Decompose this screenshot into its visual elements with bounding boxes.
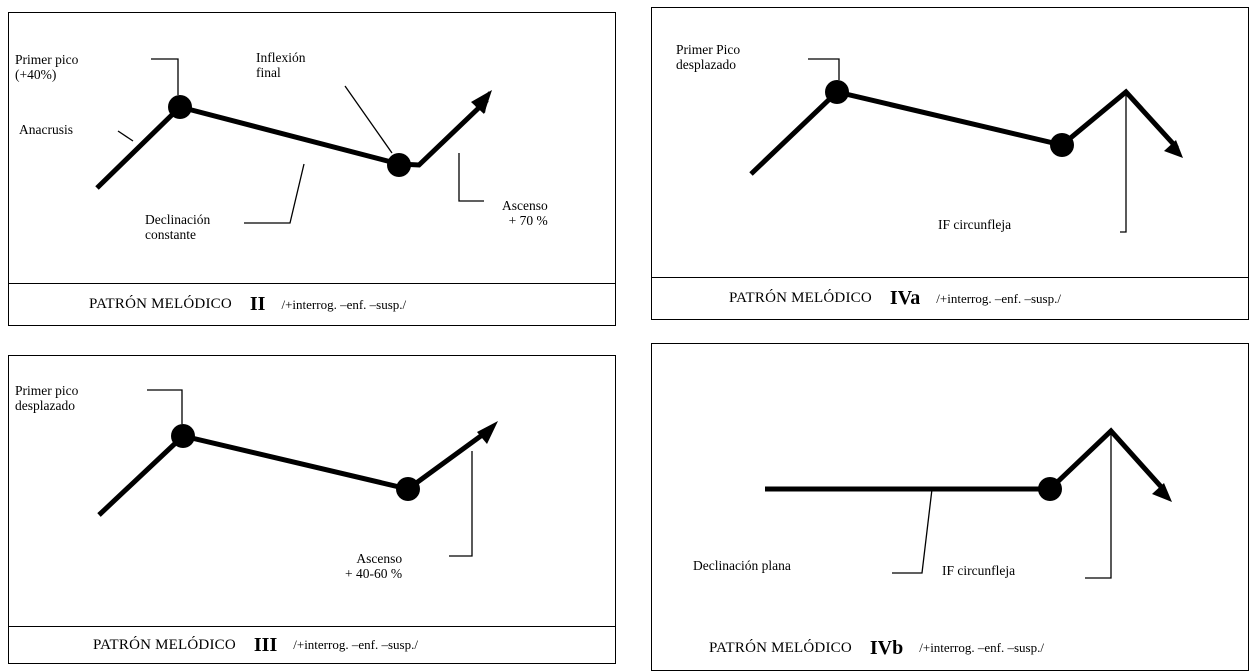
label-first-peak: Primer pico desplazado bbox=[15, 383, 79, 413]
caption-roman: III bbox=[253, 633, 278, 656]
final-inflection-dot bbox=[1038, 477, 1062, 501]
leader-line-first-peak bbox=[151, 58, 179, 95]
caption-title: PATRÓN MELÓDICO bbox=[709, 639, 852, 656]
contour-line bbox=[97, 427, 491, 517]
caption-features: /+interrog. –enf. –susp./ bbox=[919, 640, 1044, 655]
leader-line-final-inflection bbox=[1120, 92, 1127, 233]
arrowhead bbox=[471, 90, 492, 114]
label-final-inflection: IF circunfleja bbox=[942, 563, 1016, 578]
label-first-peak: Primer pico (+40%) bbox=[15, 52, 79, 82]
leader-line-first-peak bbox=[147, 389, 183, 424]
leader-line-declination bbox=[892, 488, 933, 574]
label-rise: Ascenso + 70 % bbox=[502, 198, 548, 228]
caption-bar: PATRÓN MELÓDICO III /+interrog. –enf. –s… bbox=[9, 626, 615, 663]
contour-line bbox=[95, 98, 489, 190]
caption-bar: PATRÓN MELÓDICO II /+interrog. –enf. –su… bbox=[9, 283, 615, 325]
first-peak-dot bbox=[168, 95, 192, 119]
caption-features: /+interrog. –enf. –susp./ bbox=[293, 637, 418, 652]
label-declination: Declinación plana bbox=[693, 558, 791, 573]
final-inflection-dot bbox=[387, 153, 411, 177]
label-anacrusis: Anacrusis bbox=[19, 122, 73, 137]
arrowhead bbox=[477, 421, 498, 444]
panel-pattern-ii: Primer pico (+40%) Inflexión final Anacr… bbox=[8, 12, 616, 326]
contour-line bbox=[749, 88, 1179, 176]
leader-line-anacrusis bbox=[117, 130, 134, 142]
label-final-inflection: Inflexión final bbox=[256, 50, 306, 80]
label-first-peak: Primer Pico desplazado bbox=[676, 42, 741, 72]
caption-title: PATRÓN MELÓDICO bbox=[93, 636, 236, 653]
caption-title: PATRÓN MELÓDICO bbox=[89, 296, 232, 312]
contour-diagram-iii bbox=[97, 389, 498, 557]
contour-line bbox=[765, 427, 1166, 492]
contour-diagram-ivb bbox=[765, 427, 1172, 579]
caption-roman: II bbox=[249, 293, 266, 315]
label-final-inflection: IF circunfleja bbox=[938, 217, 1012, 232]
first-peak-dot bbox=[825, 80, 849, 104]
final-inflection-dot bbox=[396, 477, 420, 501]
leader-line-declination bbox=[244, 163, 305, 224]
arrowhead bbox=[1152, 483, 1172, 502]
label-rise: Ascenso + 40-60 % bbox=[345, 551, 403, 581]
leader-line-rise bbox=[458, 153, 484, 202]
caption-features: /+interrog. –enf. –susp./ bbox=[281, 296, 407, 312]
caption-features: /+interrog. –enf. –susp./ bbox=[936, 290, 1061, 306]
label-declination: Declinación constante bbox=[145, 212, 211, 242]
caption-title: PATRÓN MELÓDICO bbox=[729, 290, 872, 306]
contour-diagram-iva bbox=[749, 58, 1183, 233]
caption-roman: IVa bbox=[889, 287, 921, 309]
caption-bar: PATRÓN MELÓDICO IVa /+interrog. –enf. –s… bbox=[652, 277, 1248, 319]
contour-diagram-ii bbox=[95, 58, 492, 224]
leader-line-final-inflection bbox=[344, 85, 393, 154]
panel-pattern-ivb: Declinación plana IF circunfleja PATRÓN … bbox=[651, 343, 1249, 671]
final-inflection-dot bbox=[1050, 133, 1074, 157]
leader-line-rise bbox=[449, 451, 473, 557]
leader-line-final-inflection bbox=[1085, 431, 1112, 579]
panel-pattern-iii: Primer pico desplazado Ascenso + 40-60 %… bbox=[8, 355, 616, 664]
arrowhead bbox=[1164, 140, 1183, 158]
caption-roman: IVb bbox=[869, 636, 904, 659]
first-peak-dot bbox=[171, 424, 195, 448]
panel-pattern-iva: Primer Pico desplazado IF circunfleja PA… bbox=[651, 7, 1249, 320]
caption-bar: PATRÓN MELÓDICO IVb /+interrog. –enf. –s… bbox=[652, 626, 1248, 670]
leader-line-first-peak bbox=[808, 58, 840, 80]
